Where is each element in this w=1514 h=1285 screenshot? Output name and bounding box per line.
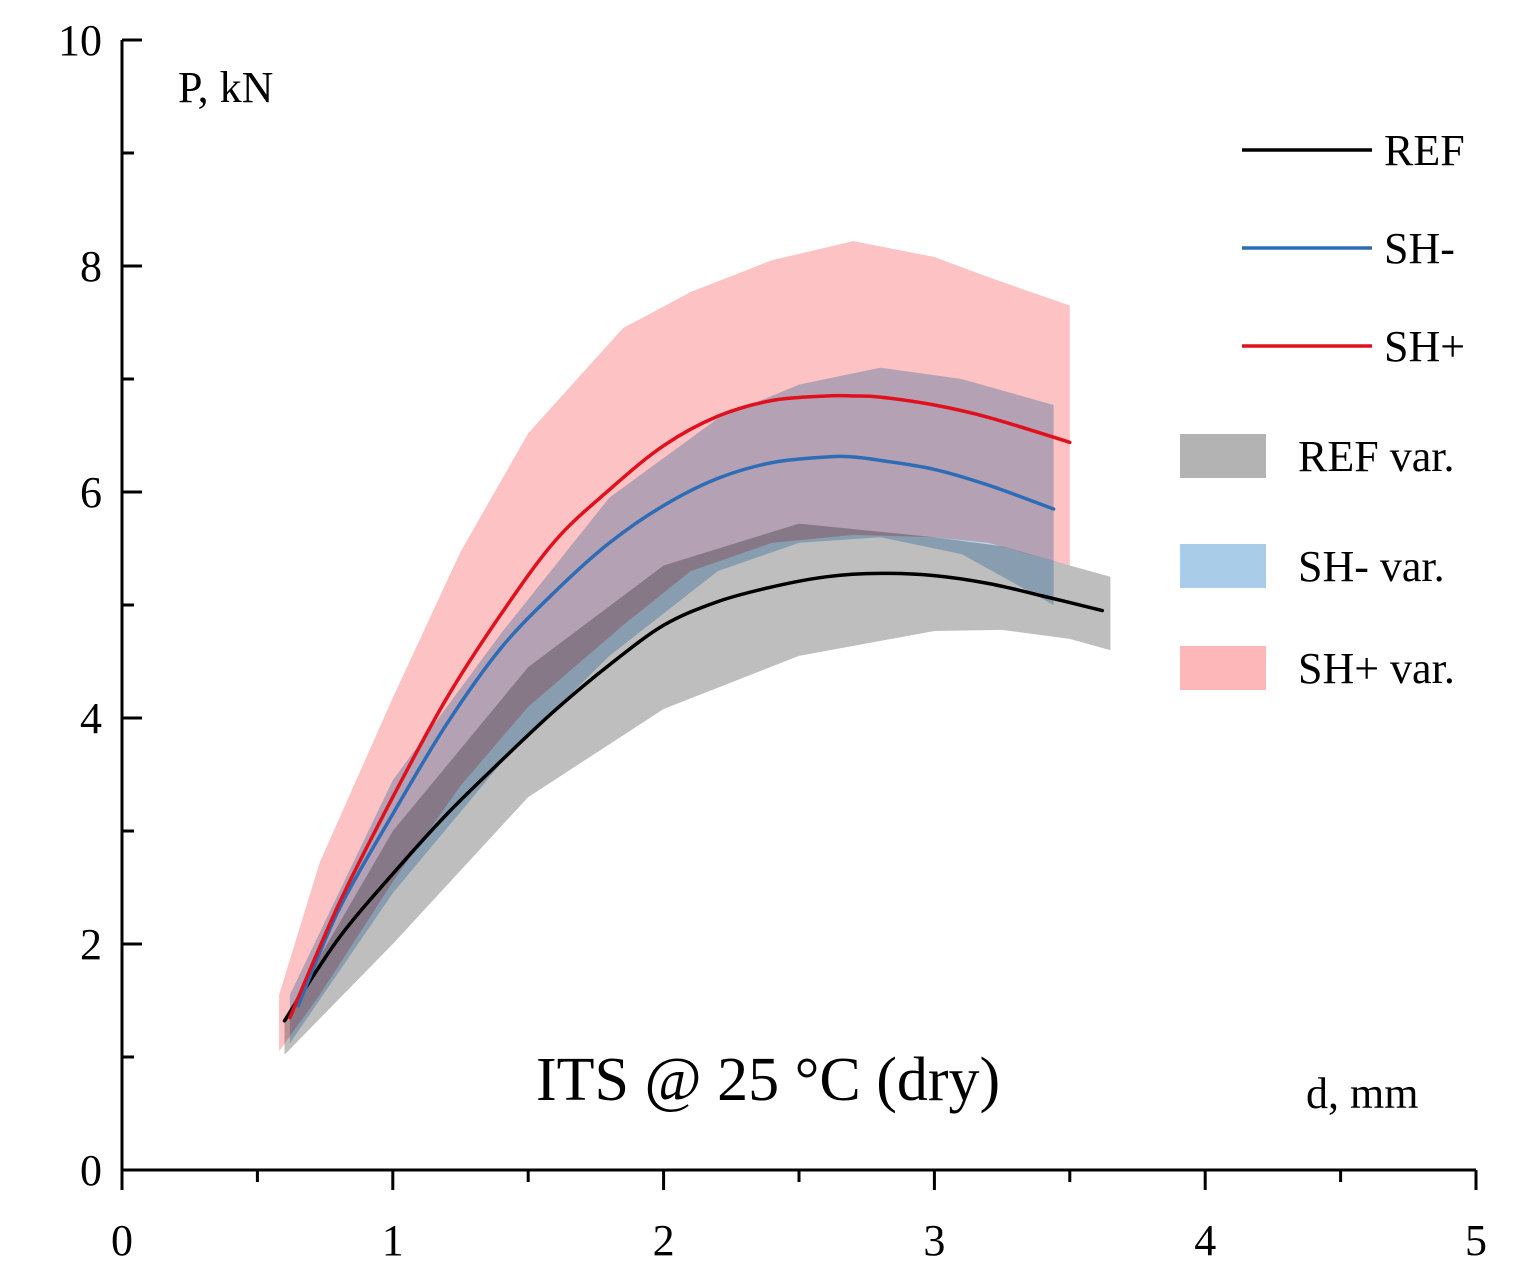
legend-item-shplus-var: SH+ var. [1180,644,1455,693]
x-tick-label: 2 [653,1216,675,1265]
y-tick-label: 4 [80,694,102,743]
y-tick-label: 8 [80,242,102,291]
legend-label: SH+ var. [1298,644,1455,693]
series-lines [282,393,1105,1023]
x-tick-label: 3 [923,1216,945,1265]
line-shminus [296,454,1056,1008]
line-ref [282,571,1105,1023]
legend-item-shminus-var: SH- var. [1180,542,1445,591]
legend-swatch-shplus-var [1180,646,1266,690]
legend-item-shminus: SH- [1242,224,1455,273]
legend-item-ref-var: REF var. [1180,432,1454,481]
y-tick-label: 2 [80,920,102,969]
variance-bands [279,241,1111,1055]
x-tick-label: 0 [111,1216,133,1265]
chart-title: ITS @ 25 °C (dry) [536,1046,1000,1114]
axis-ticks: 0 2 4 6 8 10 0 1 2 3 4 5 [58,16,1487,1265]
y-axis-title: P, kN [178,63,273,112]
x-tick-label: 1 [382,1216,404,1265]
legend-swatch-ref-var [1180,434,1266,478]
legend-label: SH- [1384,224,1455,273]
legend-label: SH+ [1384,322,1465,371]
x-tick-label: 5 [1465,1216,1487,1265]
y-tick-label: 6 [80,468,102,517]
line-shplus [288,393,1072,1020]
x-tick-label: 4 [1194,1216,1216,1265]
legend-item-shplus: SH+ [1242,322,1465,371]
legend-item-ref: REF [1242,126,1465,175]
band-shminus-var [289,367,1054,1044]
legend-swatch-shminus-var [1180,544,1266,588]
legend-label: REF var. [1298,432,1454,481]
band-shplus-var [279,241,1070,1052]
x-axis-title: d, mm [1306,1069,1418,1118]
legend: REF SH- SH+ REF var. SH- var. SH+ var. [1180,126,1465,693]
legend-label: SH- var. [1298,542,1445,591]
y-tick-label: 0 [80,1146,102,1195]
legend-label: REF [1384,126,1465,175]
y-tick-label: 10 [58,16,102,65]
